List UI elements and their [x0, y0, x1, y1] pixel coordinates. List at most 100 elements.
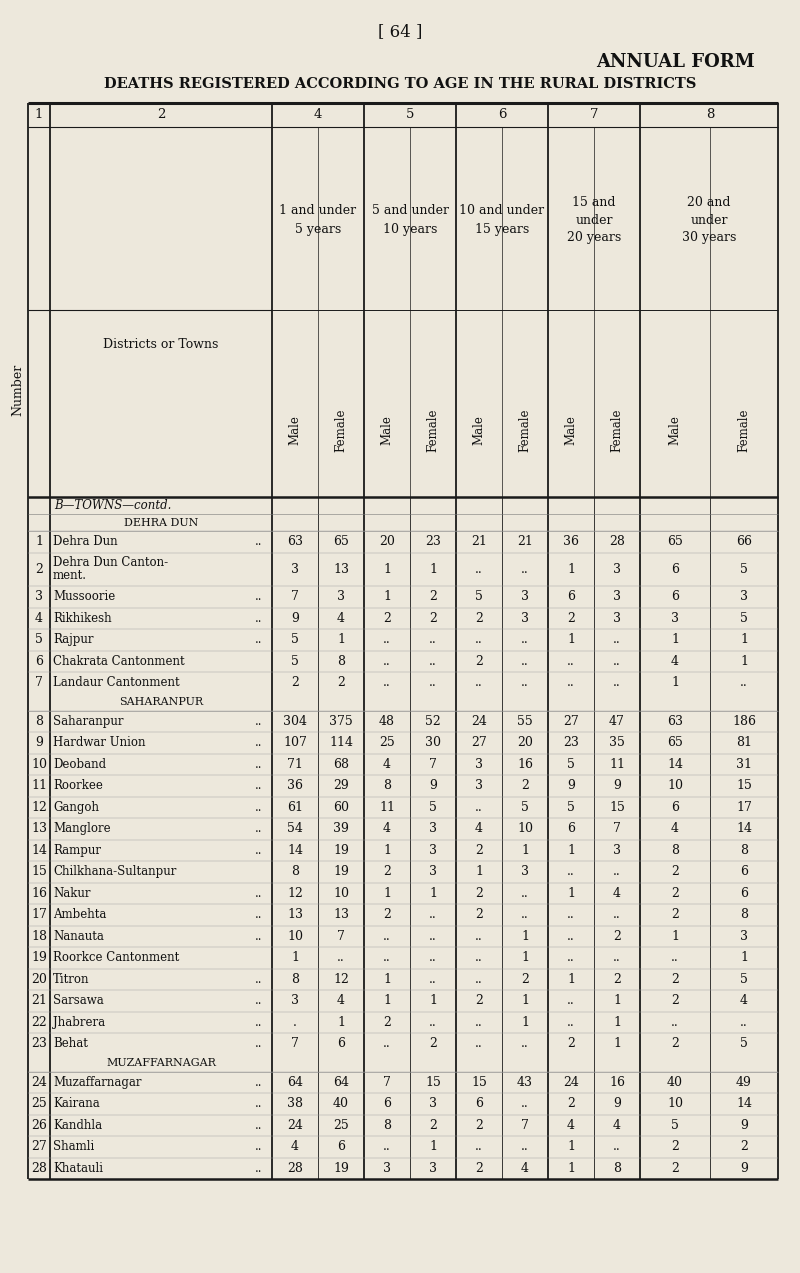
Text: 1: 1: [740, 951, 748, 964]
Text: 1: 1: [383, 844, 391, 857]
Text: 16: 16: [31, 887, 47, 900]
Text: 9: 9: [429, 779, 437, 792]
Text: 9: 9: [740, 1119, 748, 1132]
Text: 1: 1: [613, 994, 621, 1007]
Text: 24: 24: [31, 1076, 47, 1088]
Text: 10: 10: [667, 1097, 683, 1110]
Text: 3: 3: [613, 612, 621, 625]
Text: ..: ..: [383, 1141, 391, 1153]
Text: 1: 1: [383, 887, 391, 900]
Text: 6: 6: [337, 1141, 345, 1153]
Text: Male: Male: [381, 415, 394, 446]
Text: Khatauli: Khatauli: [53, 1162, 103, 1175]
Text: 28: 28: [31, 1162, 47, 1175]
Text: 2: 2: [567, 612, 575, 625]
Text: 13: 13: [333, 908, 349, 922]
Text: 10: 10: [667, 779, 683, 792]
Text: 1: 1: [521, 844, 529, 857]
Text: 23: 23: [563, 736, 579, 750]
Text: ..: ..: [740, 1016, 748, 1029]
Text: 35: 35: [609, 736, 625, 750]
Text: 21: 21: [517, 535, 533, 549]
Text: ..: ..: [521, 633, 529, 647]
Text: ..: ..: [613, 1141, 621, 1153]
Text: 5 and under
10 years: 5 and under 10 years: [371, 205, 449, 236]
Text: ..: ..: [567, 951, 575, 964]
Text: 4: 4: [613, 887, 621, 900]
Text: 36: 36: [287, 779, 303, 792]
Text: 14: 14: [736, 822, 752, 835]
Text: 54: 54: [287, 822, 303, 835]
Text: 9: 9: [613, 1097, 621, 1110]
Text: 14: 14: [31, 844, 47, 857]
Text: ..: ..: [521, 1097, 529, 1110]
Text: 3: 3: [429, 844, 437, 857]
Text: 20: 20: [31, 973, 47, 985]
Text: 1: 1: [475, 866, 483, 878]
Text: ..: ..: [613, 866, 621, 878]
Text: 4: 4: [613, 1119, 621, 1132]
Text: 1: 1: [567, 1162, 575, 1175]
Text: 55: 55: [517, 714, 533, 728]
Text: Kandhla: Kandhla: [53, 1119, 102, 1132]
Text: Dehra Dun: Dehra Dun: [53, 535, 118, 549]
Text: 8: 8: [337, 654, 345, 668]
Text: Roorkce Cantonment: Roorkce Cantonment: [53, 951, 179, 964]
Text: Male: Male: [289, 415, 302, 446]
Text: 304: 304: [283, 714, 307, 728]
Text: Male: Male: [565, 415, 578, 446]
Text: Mussoorie: Mussoorie: [53, 591, 115, 603]
Text: 6: 6: [475, 1097, 483, 1110]
Text: 3: 3: [291, 994, 299, 1007]
Text: 28: 28: [609, 535, 625, 549]
Text: 9: 9: [291, 612, 299, 625]
Text: MUZAFFARNAGAR: MUZAFFARNAGAR: [106, 1058, 216, 1068]
Text: 3: 3: [475, 779, 483, 792]
Text: 31: 31: [736, 757, 752, 770]
Text: 2: 2: [157, 108, 165, 121]
Text: 38: 38: [287, 1097, 303, 1110]
Text: ..: ..: [475, 929, 483, 943]
Text: 8: 8: [671, 844, 679, 857]
Text: 39: 39: [333, 822, 349, 835]
Text: 13: 13: [333, 563, 349, 575]
Text: 60: 60: [333, 801, 349, 813]
Text: ..: ..: [383, 654, 391, 668]
Text: 3: 3: [521, 591, 529, 603]
Text: 2: 2: [671, 908, 679, 922]
Text: 2: 2: [475, 654, 483, 668]
Text: 6: 6: [383, 1097, 391, 1110]
Text: Titron: Titron: [53, 973, 90, 985]
Text: 3: 3: [337, 591, 345, 603]
Text: 65: 65: [333, 535, 349, 549]
Text: ..: ..: [567, 908, 575, 922]
Text: ..: ..: [254, 801, 262, 813]
Text: 64: 64: [287, 1076, 303, 1088]
Text: ..: ..: [254, 535, 262, 549]
Text: 21: 21: [471, 535, 487, 549]
Text: 2: 2: [475, 844, 483, 857]
Text: 2: 2: [475, 1162, 483, 1175]
Text: Shamli: Shamli: [53, 1141, 94, 1153]
Text: ..: ..: [254, 1076, 262, 1088]
Text: 68: 68: [333, 757, 349, 770]
Text: 4: 4: [671, 822, 679, 835]
Text: 43: 43: [517, 1076, 533, 1088]
Text: 24: 24: [471, 714, 487, 728]
Text: 19: 19: [333, 866, 349, 878]
Text: 6: 6: [35, 654, 43, 668]
Text: 1: 1: [337, 1016, 345, 1029]
Text: 65: 65: [667, 535, 683, 549]
Text: 19: 19: [333, 844, 349, 857]
Text: 23: 23: [31, 1037, 47, 1050]
Text: 7: 7: [613, 822, 621, 835]
Text: 375: 375: [329, 714, 353, 728]
Text: 3: 3: [521, 866, 529, 878]
Text: 4: 4: [383, 757, 391, 770]
Text: Muzaffarnagar: Muzaffarnagar: [53, 1076, 142, 1088]
Text: 26: 26: [31, 1119, 47, 1132]
Text: ..: ..: [521, 1037, 529, 1050]
Text: ..: ..: [254, 1141, 262, 1153]
Text: ..: ..: [254, 994, 262, 1007]
Text: ..: ..: [429, 973, 437, 985]
